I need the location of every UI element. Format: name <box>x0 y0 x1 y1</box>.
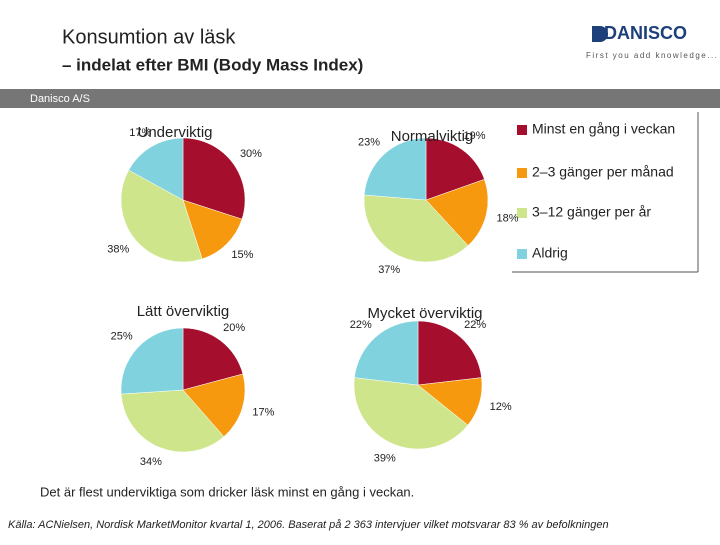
tagline: First you add knowledge... <box>586 51 718 60</box>
bar-label: Danisco A/S <box>30 93 90 105</box>
value-label: 18% <box>497 213 519 225</box>
value-label: 17% <box>252 407 274 419</box>
legend-label: Minst en gång i veckan <box>532 121 675 137</box>
pie-slice <box>363 137 427 201</box>
brand: DANISCO <box>604 23 687 43</box>
pie-slice <box>182 373 246 437</box>
pie-slice <box>182 199 243 260</box>
pie-title: Lätt överviktig <box>137 303 230 320</box>
legend-swatch <box>517 249 527 259</box>
header-bar <box>0 89 720 108</box>
legend-label: 2–3 gänger per månad <box>532 164 674 180</box>
value-label: 25% <box>111 331 133 343</box>
value-label: 39% <box>374 453 396 465</box>
pie-slice <box>363 194 469 263</box>
value-label: 22% <box>464 319 486 331</box>
pie-slice <box>128 137 184 201</box>
pie-title: Mycket överviktig <box>367 305 482 322</box>
legend-swatch <box>517 168 527 178</box>
value-label: 15% <box>231 249 253 261</box>
legend-label: Aldrig <box>532 245 568 261</box>
subtitle: – indelat efter BMI (Body Mass Index) <box>62 55 363 74</box>
title: Konsumtion av läsk <box>62 26 236 48</box>
value-label: 23% <box>358 137 380 149</box>
pie-slice <box>182 137 246 220</box>
value-label: 37% <box>378 264 400 276</box>
pie-slice <box>120 389 225 453</box>
pie-slice <box>182 327 244 391</box>
pie-slice <box>120 327 184 395</box>
logo-mark <box>592 26 608 42</box>
value-label: 34% <box>140 456 162 468</box>
value-label: 22% <box>350 319 372 331</box>
pie-slice <box>417 320 482 386</box>
pie-slice <box>425 179 489 246</box>
value-label: 20% <box>223 322 245 334</box>
value-label: 30% <box>240 148 262 160</box>
pie-title: Normalviktig <box>391 128 474 145</box>
legend-label: 3–12 gänger per år <box>532 204 651 220</box>
note: Det är flest underviktiga som dricker lä… <box>40 484 414 499</box>
pie-slice <box>353 377 469 450</box>
pie-slice <box>425 137 485 201</box>
value-label: 38% <box>107 244 129 256</box>
source: Källa: ACNielsen, Nordisk MarketMonitor … <box>8 519 609 531</box>
value-label: 19% <box>463 130 485 142</box>
legend-swatch <box>517 125 527 135</box>
value-label: 12% <box>490 401 512 413</box>
pie-slice <box>120 169 203 263</box>
value-label: 17% <box>129 127 151 139</box>
pie-title: Underviktig <box>137 124 212 141</box>
pie-slice <box>354 320 419 386</box>
legend-swatch <box>517 208 527 218</box>
